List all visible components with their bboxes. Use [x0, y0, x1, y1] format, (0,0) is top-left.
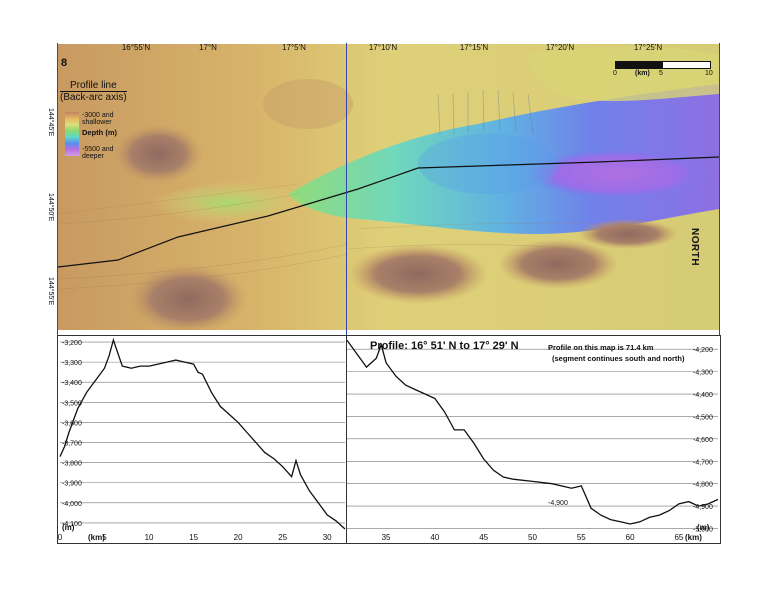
- y-tick-label: -4,000: [62, 501, 82, 508]
- lat-label: 17°25'N: [633, 43, 663, 52]
- map-left-border: [57, 43, 58, 543]
- y-tick-label: -4,800: [693, 482, 713, 489]
- plate-number: 8: [61, 57, 68, 69]
- y-tick-label: -3,900: [62, 481, 82, 488]
- profile-title: Profile: 16° 51' N to 17° 29' N: [370, 340, 519, 352]
- x-tick-label: 50: [528, 533, 537, 542]
- legend-deep-line1: -5500 and: [82, 146, 114, 153]
- profile-note-line2: (segment continues south and north): [552, 354, 685, 363]
- legend-deep-line2: deeper: [82, 153, 104, 160]
- legend-shallow-line1: -3000 and: [82, 112, 114, 119]
- legend-title-line1: Profile line: [69, 80, 117, 91]
- x-tick-label: 60: [626, 533, 635, 542]
- lat-label: 17°10'N: [368, 43, 398, 52]
- north-label: NORTH: [689, 228, 700, 267]
- legend-color-ramp: [65, 112, 79, 156]
- legend-depth-label: Depth (m): [82, 128, 117, 137]
- y-tick-label: -4,700: [693, 459, 713, 466]
- scale-bar: [615, 61, 711, 69]
- lon-label: 144°45'E: [47, 108, 54, 137]
- y-tick-label: -4,200: [693, 347, 713, 354]
- depth-profile-line: [346, 339, 719, 525]
- depth-profile-line: [59, 337, 346, 530]
- legend-shallow-line2: shallower: [82, 119, 112, 126]
- lat-label: 17°15'N: [459, 43, 489, 52]
- x-tick-label: 65: [674, 533, 683, 542]
- lat-label: 17°20'N: [545, 43, 575, 52]
- legend-title: Profile line (Back-arc axis): [60, 80, 127, 103]
- x-tick-label: 15: [189, 533, 198, 542]
- y-tick-label: -4,600: [693, 437, 713, 444]
- x-tick-label: 30: [323, 533, 332, 542]
- x-tick-label: 0: [58, 533, 63, 542]
- lon-label: 144°50'E: [47, 193, 54, 222]
- x-tick-label: 55: [577, 533, 586, 542]
- legend-shallow: -3000 and shallower: [82, 112, 114, 126]
- y-axis-unit: (m): [697, 523, 710, 532]
- x-tick-label: 35: [382, 533, 391, 542]
- y-tick-label: -3,700: [62, 441, 82, 448]
- x-axis-unit: (km): [685, 533, 702, 542]
- x-tick-label: 20: [234, 533, 243, 542]
- scale-tick: 5: [659, 70, 663, 77]
- profile-chart-left: -3,200-3,300-3,400-3,500-3,600-3,700-3,8…: [58, 337, 346, 542]
- map-center-border: [346, 43, 347, 543]
- scale-tick: 10: [705, 70, 713, 77]
- profile-panel-right: -4,200 -4,300 -4,400 -4,500 -4,600 -4,700 -4,8…: [346, 335, 721, 544]
- bathymetry-map: [58, 44, 719, 330]
- x-tick-label: 25: [278, 533, 287, 542]
- lat-label: 17°N: [199, 43, 217, 52]
- profile-note-line1: Profile on this map is 71.4 km: [548, 343, 654, 352]
- legend-deep: -5500 and deeper: [82, 146, 114, 160]
- legend-title-line2: (Back-arc axis): [60, 91, 127, 103]
- scale-bar-black-segment: [616, 62, 663, 68]
- scale-unit: (km): [635, 70, 650, 77]
- profile-annotation: -4,900: [548, 500, 568, 507]
- y-tick-label: -4,900: [693, 504, 713, 511]
- map-right-border: [719, 43, 720, 543]
- lat-label: 17°5'N: [282, 43, 306, 52]
- y-tick-label: -4,500: [693, 414, 713, 421]
- y-tick-label: -4,400: [693, 392, 713, 399]
- y-tick-label: -3,500: [62, 400, 82, 407]
- lat-label: 16°55'N: [121, 43, 151, 52]
- x-tick-label: 45: [479, 533, 488, 542]
- x-tick-label: 40: [430, 533, 439, 542]
- x-tick-label: 5: [102, 533, 107, 542]
- profile-chart-right: -4,200 -4,300 -4,400 -4,500 -4,600 -4,700 -4,8…: [346, 339, 719, 542]
- y-tick-label: -4,100: [62, 521, 82, 528]
- y-tick-label: -5,000: [693, 527, 713, 534]
- scale-tick: 0: [613, 70, 617, 77]
- x-axis-unit: (km): [88, 533, 105, 542]
- y-axis-unit: (m): [62, 523, 75, 532]
- y-tick-label: -3,400: [62, 380, 82, 387]
- y-tick-label: -3,300: [62, 360, 82, 367]
- y-tick-label: -3,200: [62, 340, 82, 347]
- profile-line: [58, 156, 719, 268]
- y-tick-label: -3,800: [62, 461, 82, 468]
- lon-label: 144°55'E: [47, 277, 54, 306]
- profile-panel-left: -3,200 -3,300 -3,400 -3,500 -3,600 -3,700 -3,8…: [57, 335, 348, 544]
- y-tick-label: -4,300: [693, 370, 713, 377]
- x-tick-label: 10: [145, 533, 154, 542]
- bathymetry-map-image: [58, 44, 719, 330]
